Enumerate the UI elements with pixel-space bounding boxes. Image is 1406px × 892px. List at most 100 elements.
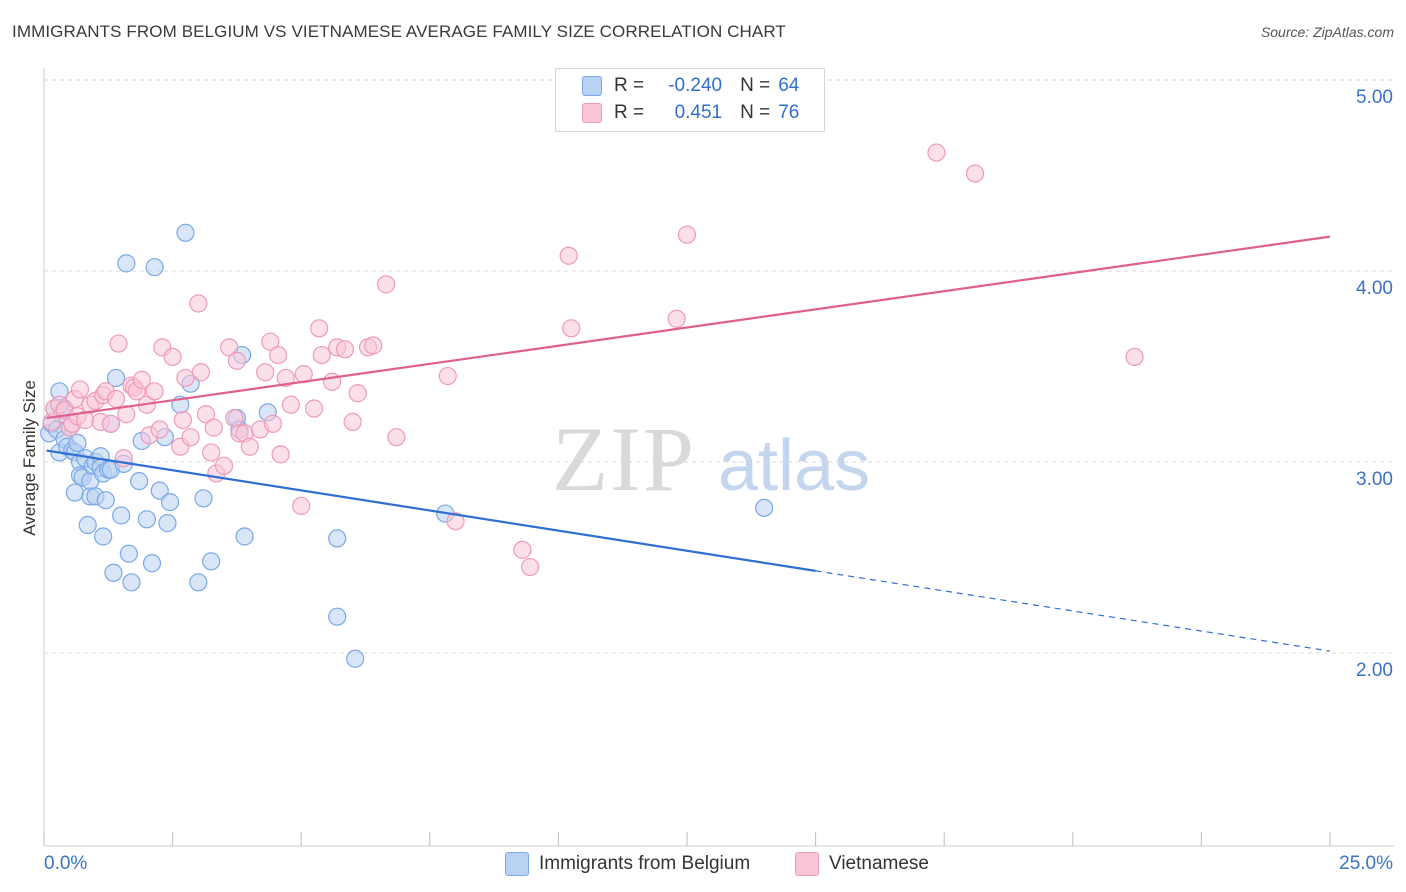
vietnamese-point — [446, 512, 465, 531]
belgium-point — [235, 527, 254, 546]
tick-labels: 2.00 3.00 4.00 5.00 0.0% 25.0% — [44, 87, 1393, 874]
vietnamese-point — [364, 336, 383, 355]
belgium-point — [106, 368, 126, 388]
legend-item-belgium[interactable]: Immigrants from Belgium — [505, 852, 750, 876]
belgium-point — [65, 483, 84, 502]
legend-label: Vietnamese — [829, 853, 929, 874]
vietnamese-point — [196, 405, 216, 424]
vietnamese-point — [189, 294, 208, 313]
belgium-point — [176, 223, 195, 242]
belgium-point — [117, 254, 136, 273]
vietnamese-point — [70, 380, 90, 399]
legend-item-vietnamese[interactable]: Vietnamese — [795, 852, 929, 876]
vietnamese-point — [521, 557, 540, 577]
vietnamese-point — [263, 414, 283, 433]
belgium-point — [160, 493, 180, 512]
vietnamese-swatch — [582, 103, 602, 123]
vietnamese-point — [261, 332, 280, 351]
chart-title: IMMIGRANTS FROM BELGIUM VS VIETNAMESE AV… — [12, 22, 786, 41]
belgium-point — [104, 563, 123, 582]
r-label: R = — [614, 102, 645, 123]
vietnamese-point — [271, 445, 290, 464]
vietnamese-point — [225, 408, 244, 428]
belgium-point — [78, 515, 97, 535]
belgium-point — [328, 607, 347, 626]
vietnamese-point — [173, 410, 192, 430]
belgium-point — [189, 573, 208, 592]
data-points — [40, 143, 1144, 668]
belgium-legend-swatch — [505, 852, 529, 876]
belgium-point — [158, 514, 177, 533]
y-axis-title: Average Family Size — [20, 380, 39, 536]
belgium-point — [755, 498, 774, 517]
vietnamese-point — [145, 382, 164, 401]
vietnamese-point — [181, 428, 200, 447]
belgium-point — [346, 649, 365, 668]
vietnamese-point — [240, 437, 259, 456]
vietnamese-point — [106, 389, 126, 409]
vietnamese-point — [101, 414, 120, 433]
vietnamese-point — [227, 351, 246, 370]
belgium-point — [137, 510, 156, 529]
vietnamese-point — [276, 368, 295, 388]
r-value: 0.451 — [674, 102, 723, 123]
vietnamese-point — [256, 363, 275, 382]
n-value: 64 — [778, 75, 800, 96]
vietnamese-point — [191, 363, 210, 382]
vietnamese-point — [1125, 347, 1144, 367]
vietnamese-point — [343, 412, 362, 431]
vietnamese-point — [109, 334, 128, 353]
belgium-point — [119, 544, 138, 563]
vietnamese-point — [150, 420, 169, 439]
vietnamese-point — [163, 347, 182, 367]
vietnamese-point — [312, 345, 331, 365]
vietnamese-point — [268, 345, 288, 365]
r-value: -0.240 — [668, 75, 723, 96]
belgium-point — [122, 573, 141, 592]
vietnamese-point — [677, 225, 697, 244]
belgium-point — [112, 506, 131, 525]
vietnamese-point — [176, 368, 195, 388]
y-tick-label: 5.00 — [1356, 87, 1393, 108]
n-label: N = — [740, 75, 771, 96]
belgium-point — [194, 489, 213, 508]
vietnamese-point — [214, 456, 234, 475]
vietnamese-trend-line — [46, 235, 1331, 420]
vietnamese-point — [667, 309, 686, 328]
legend-label: Immigrants from Belgium — [539, 853, 751, 874]
belgium-point — [130, 472, 149, 491]
r-label: R = — [614, 75, 645, 96]
vietnamese-point — [132, 370, 151, 389]
y-tick-label: 3.00 — [1356, 469, 1393, 490]
gridlines — [44, 79, 1394, 654]
belgium-trend-line — [46, 449, 816, 572]
n-value: 76 — [778, 102, 800, 123]
vietnamese-point — [292, 496, 311, 516]
belgium-point — [94, 527, 113, 546]
belgium-swatch — [582, 76, 602, 96]
belgium-point — [150, 481, 169, 500]
source-credit: Source: ZipAtlas.com — [1260, 24, 1394, 40]
watermark-atlas: atlas — [718, 426, 870, 506]
vietnamese-point — [204, 418, 223, 437]
belgium-point — [96, 491, 115, 510]
vietnamese-point — [438, 366, 457, 386]
belgium-point — [328, 529, 347, 548]
watermark-zip: ZIP — [552, 408, 696, 510]
belgium-trend-extension — [815, 570, 1331, 652]
belgium-point — [145, 258, 164, 277]
vietnamese-point — [562, 319, 581, 338]
y-tick-label: 4.00 — [1356, 278, 1393, 299]
legend-row-belgium: R = -0.240 N = 64 — [582, 73, 799, 99]
trend-lines — [46, 235, 1331, 652]
vietnamese-point — [310, 319, 329, 338]
watermark: ZIP atlas — [552, 408, 870, 510]
x-tick-label: 0.0% — [44, 853, 87, 874]
legend-row-vietnamese: R = 0.451 N = 76 — [582, 100, 799, 126]
correlation-legend: R = -0.240 N = 64 R = 0.451 N = 76 — [555, 68, 825, 132]
belgium-point — [202, 552, 221, 571]
belgium-point — [68, 433, 87, 452]
y-tick-label: 2.00 — [1356, 660, 1393, 681]
vietnamese-point — [202, 443, 221, 462]
